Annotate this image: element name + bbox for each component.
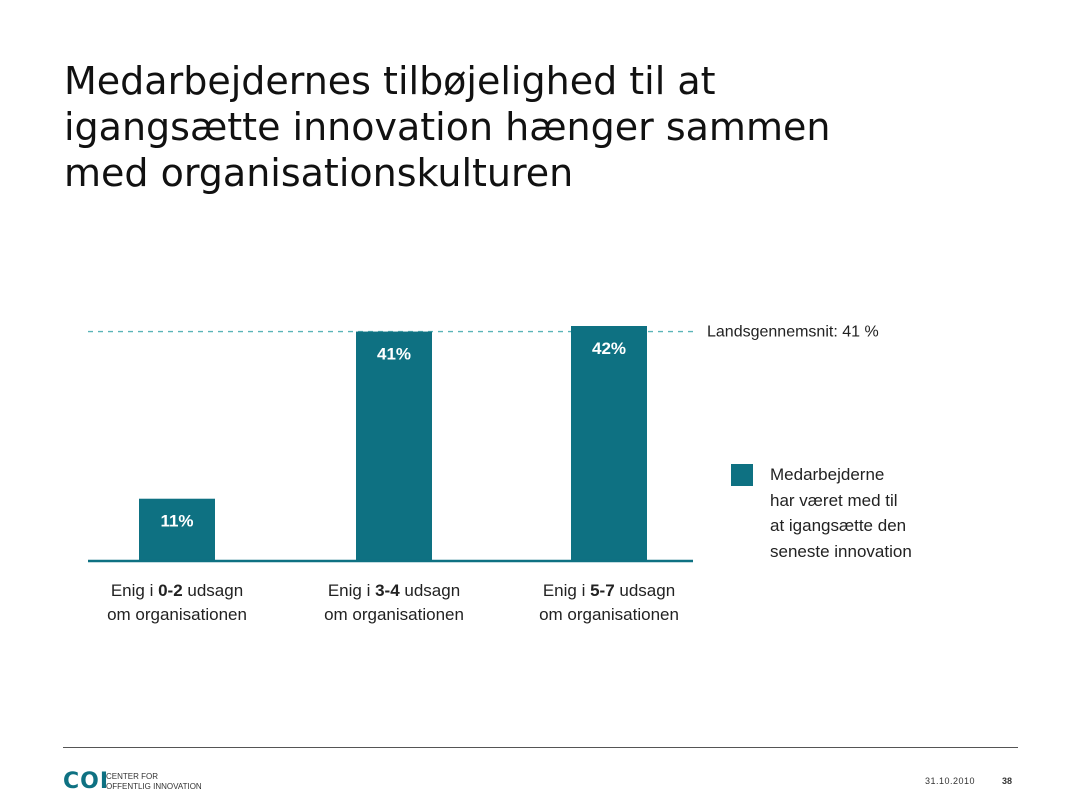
bar-value-label: 42% xyxy=(592,339,626,358)
slide-title-line: igangsætte innovation hænger sammen xyxy=(64,105,831,149)
logo-mark: COI xyxy=(63,769,110,794)
bar xyxy=(139,498,215,560)
category-label: Enig i 3-4 udsagn xyxy=(328,581,460,600)
bar-chart: Landsgennemsnit: 41 % 11% 41% 42% Enig i 0-2… xyxy=(88,324,879,624)
footer-divider xyxy=(63,747,1018,748)
legend-label: Medarbejderne har været med til at igang… xyxy=(770,462,970,564)
bar xyxy=(356,331,432,560)
bar-value-label: 11% xyxy=(160,512,193,531)
legend-label-line: seneste innovation xyxy=(770,541,912,561)
logo-text-line: Center for xyxy=(106,772,158,781)
slide-title-line: med organisationskulturen xyxy=(64,151,574,195)
category-label: om organisationen xyxy=(324,605,464,624)
bar-value-label: 41% xyxy=(377,345,411,364)
bar xyxy=(571,326,647,560)
footer-date: 31.10.2010 xyxy=(925,776,976,786)
slide-title-line: Medarbejdernes tilbøjelighed til at xyxy=(64,59,716,103)
reference-line-label: Landsgennemsnit: 41 % xyxy=(707,324,879,341)
page-number: 38 xyxy=(1002,776,1013,786)
slide-title: Medarbejdernes tilbøjelighed til at igan… xyxy=(64,58,964,196)
logo-text: Center for offentlig innovation xyxy=(106,772,226,791)
legend-swatch xyxy=(731,464,753,486)
category-label: om organisationen xyxy=(107,605,247,624)
logo-text-line: offentlig innovation xyxy=(106,781,202,791)
legend-label-line: har været med til xyxy=(770,490,898,510)
legend-label-line: Medarbejderne xyxy=(770,465,885,484)
legend-label-line: at igangsætte den xyxy=(770,516,907,535)
category-label: om organisationen xyxy=(539,605,679,624)
category-label: Enig i 5-7 udsagn xyxy=(543,581,675,600)
category-label: Enig i 0-2 udsagn xyxy=(111,581,243,600)
